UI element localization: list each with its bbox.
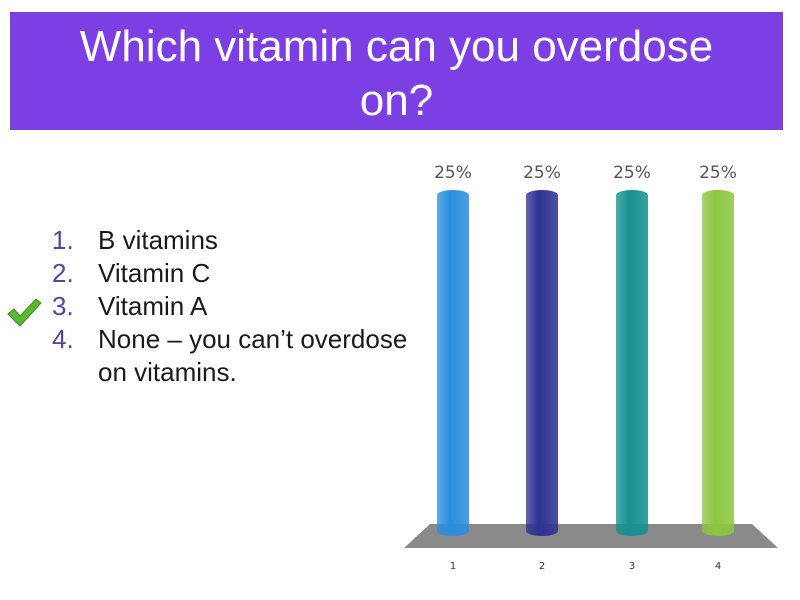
answer-item: 2. Vitamin C	[52, 257, 422, 290]
answer-text: Vitamin C	[98, 258, 211, 288]
x-tick-label: 2	[539, 561, 545, 572]
x-tick-label: 1	[450, 561, 456, 572]
answer-item: 4. None – you can’t overdose on vitamins…	[52, 323, 422, 389]
bar-2	[526, 190, 558, 536]
answer-number: 2.	[52, 258, 74, 288]
answer-text: Vitamin A	[98, 291, 208, 321]
answer-number: 4.	[52, 324, 74, 354]
answer-text: None – you can’t overdose on vitamins.	[98, 324, 408, 387]
answer-text: B vitamins	[98, 225, 218, 255]
slide-title-line-1: Which vitamin can you overdose	[79, 22, 714, 71]
answer-item: 3. Vitamin A	[52, 290, 422, 323]
x-tick-label: 3	[629, 561, 635, 572]
slide-title-banner: Which vitamin can you overdose on?	[10, 12, 783, 130]
bar-3	[616, 190, 648, 536]
checkmark-icon	[7, 298, 42, 327]
answer-number: 1.	[52, 225, 74, 255]
answer-item: 1. B vitamins	[52, 224, 422, 257]
response-bar-chart: 25% 1 25% 2 25% 3 25% 4	[404, 163, 778, 572]
answer-list: 1. B vitamins 2. Vitamin C 3. Vitamin A …	[52, 224, 422, 389]
answer-number: 3.	[52, 291, 74, 321]
bar-1	[437, 190, 469, 536]
chart-floor	[404, 524, 778, 548]
bar-value-label: 25%	[699, 163, 737, 183]
bar-value-label: 25%	[434, 163, 472, 183]
slide-title-line-2: on?	[359, 76, 434, 125]
bar-value-label: 25%	[523, 163, 561, 183]
bar-value-label: 25%	[613, 163, 651, 183]
x-tick-label: 4	[715, 561, 721, 572]
bar-4	[702, 190, 734, 536]
